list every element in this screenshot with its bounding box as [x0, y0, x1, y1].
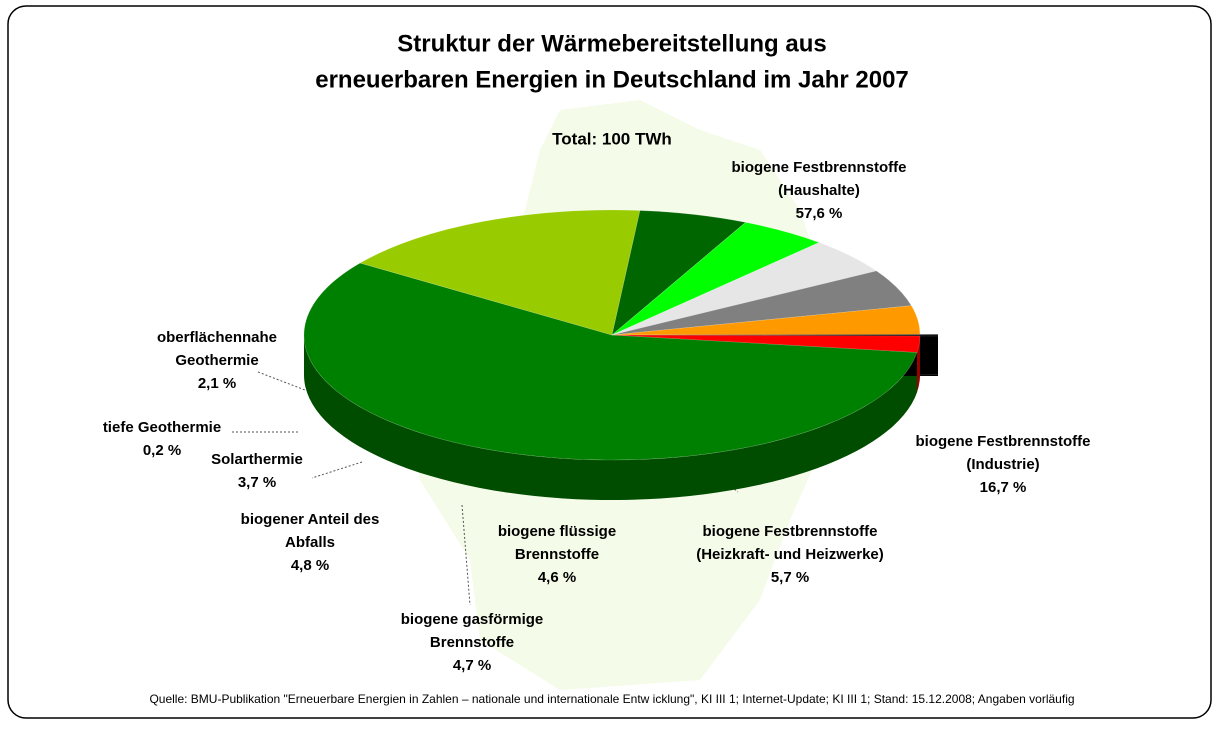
data-label: 5,7 %	[771, 569, 809, 586]
data-label: 3,7 %	[238, 474, 276, 491]
data-label: oberflächennahe	[157, 329, 277, 346]
data-label: biogene Festbrennstoffe	[702, 523, 877, 540]
data-label: 4,6 %	[538, 569, 576, 586]
data-label: (Haushalte)	[778, 182, 860, 199]
slice	[611, 222, 820, 336]
data-label: Geothermie	[175, 352, 258, 369]
slice-side	[917, 335, 920, 393]
leader-lines	[232, 371, 739, 606]
source-note: Quelle: BMU-Publikation "Erneuerbare Ene…	[149, 692, 1074, 706]
leader-line	[311, 461, 363, 479]
data-label: biogene Festbrennstoffe	[731, 159, 906, 176]
data-label: biogener Anteil des	[241, 511, 380, 528]
chart-subtitle: Total: 100 TWh	[552, 129, 672, 148]
slice	[611, 242, 878, 336]
data-label: Abfalls	[285, 534, 335, 551]
data-label: biogene gasförmige	[401, 611, 544, 628]
slice	[359, 209, 641, 336]
slice	[629, 334, 939, 337]
data-label: (Industrie)	[966, 456, 1039, 473]
slice	[611, 305, 921, 336]
slice	[611, 270, 912, 336]
leader-line	[461, 504, 471, 606]
data-label: 57,6 %	[796, 205, 843, 222]
data-label: 16,7 %	[980, 479, 1027, 496]
data-label: tiefe Geothermie	[103, 419, 221, 436]
data-label: Brennstoffe	[430, 634, 514, 651]
slice	[303, 262, 918, 461]
slice	[611, 334, 921, 353]
slice-side	[304, 335, 918, 501]
tops	[303, 209, 939, 461]
data-label: 4,7 %	[453, 657, 491, 674]
chart-title: erneuerbaren Energien in Deutschland im …	[315, 66, 909, 93]
leader-line	[257, 371, 306, 391]
data-label: Brennstoffe	[515, 546, 599, 563]
data-label: 0,2 %	[143, 442, 181, 459]
data-label: (Heizkraft- und Heizwerke)	[696, 546, 884, 563]
slice	[611, 210, 747, 336]
data-label: 2,1 %	[198, 375, 236, 392]
data-label: 4,8 %	[291, 557, 329, 574]
chart-title: Struktur der Wärmebereitstellung aus	[397, 30, 826, 57]
data-label: biogene Festbrennstoffe	[915, 433, 1090, 450]
data-label: Solarthermie	[211, 451, 303, 468]
data-label: biogene flüssige	[498, 523, 616, 540]
